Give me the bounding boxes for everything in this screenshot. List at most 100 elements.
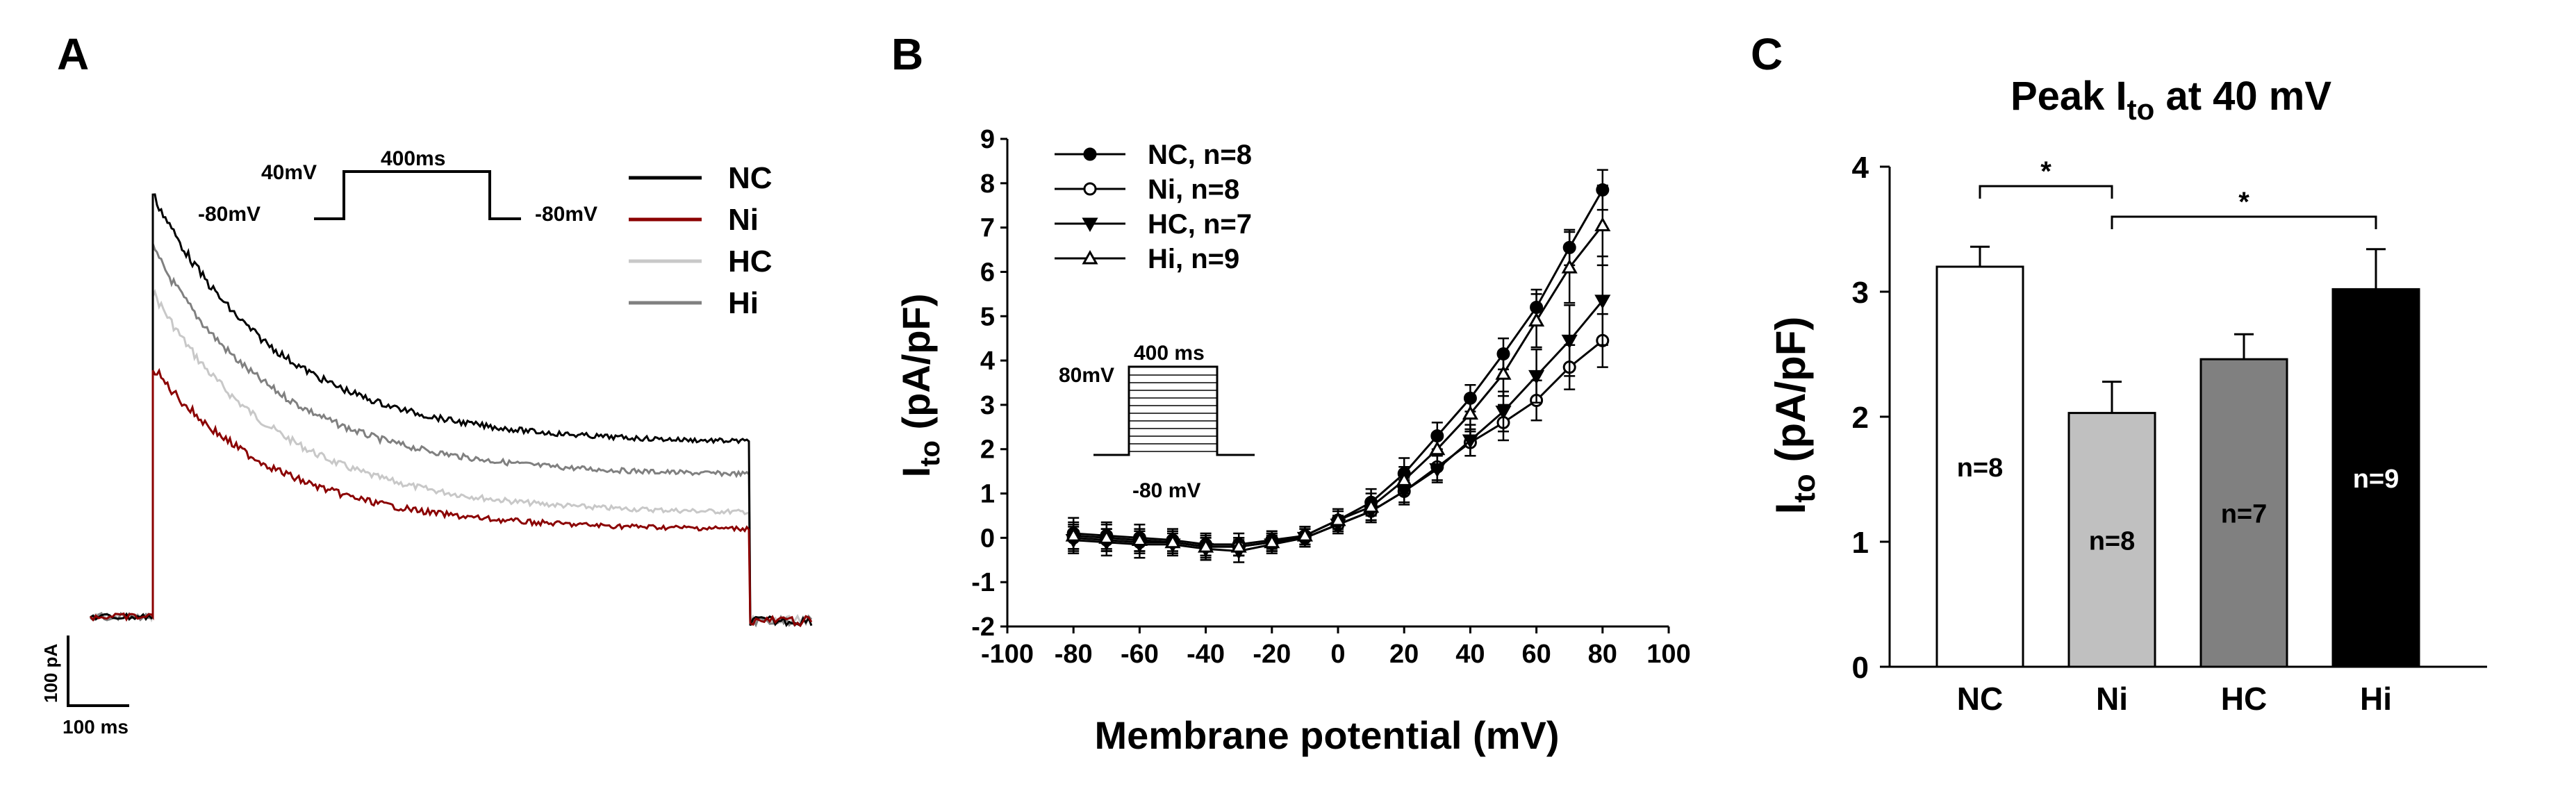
protocol-duration-label: 400ms [381, 147, 445, 170]
iv-point-hi-n-9 [1396, 472, 1412, 486]
iv-legend-marker-hi-n-9 [1082, 249, 1098, 265]
trace-nc [90, 193, 813, 628]
panel-a-traces: 40mV 400ms -80mV -80mV NC Ni HC Hi 100 pA 1… [40, 147, 813, 738]
iv-x-tick-label: 60 [1521, 640, 1551, 669]
significance-brackets: ** [1979, 156, 2377, 229]
bar-n-label-hi: n=9 [2353, 465, 2400, 494]
iv-legend-label-ni-n-8: Ni, n=8 [1148, 174, 1239, 205]
scale-bar-y-label: 100 pA [40, 644, 61, 703]
iv-series-hi-n-9 [1065, 184, 1611, 559]
iv-x-tick-label: -40 [1187, 640, 1225, 669]
iv-y-tick-label: 4 [980, 347, 995, 376]
iv-point-hi-n-9 [1264, 533, 1280, 549]
bar-nc [1935, 265, 2024, 668]
bar-category-label-hc: HC [2221, 681, 2267, 717]
bar-y-tick-label: 2 [1852, 401, 1869, 435]
bar-n-label-ni: n=8 [2089, 526, 2136, 556]
panel-label-c: C [1751, 29, 1783, 79]
iv-point-hi-n-9 [1131, 531, 1148, 547]
bar-n-label-nc: n=8 [1957, 454, 2004, 483]
inset-waveform [1093, 365, 1255, 456]
bar-category-label-nc: NC [1957, 681, 2003, 717]
bar-ni [2067, 412, 2156, 668]
iv-x-tick-label: -20 [1253, 640, 1291, 669]
iv-point-hi-n-9 [1462, 405, 1478, 420]
inset-duration-label: 400 ms [1134, 342, 1205, 365]
protocol-step-label: 40mV [261, 161, 317, 184]
iv-point-hi-n-9 [1495, 365, 1512, 380]
iv-point-hc-n-7 [1462, 434, 1478, 449]
iv-point-hc-n-7 [1594, 294, 1611, 309]
iv-y-tick-label: 1 [980, 480, 995, 509]
iv-y-tick-label: 3 [980, 391, 995, 420]
panel-b-iv-curve: -2 -1 0 1 2 3 4 5 6 7 8 9 -100 -80 -60 -40 -20 0 20 40 60 80 1… [894, 125, 1691, 757]
iv-point-hc-n-7 [1495, 405, 1512, 420]
bars: n=8 NC n=8 Ni n=7 HC n=9 Hi [1935, 245, 2420, 717]
bar-group-nc: n=8 NC [1935, 245, 2024, 717]
bar-category-label-hi: Hi [2360, 681, 2392, 717]
bar-n-label-hc: n=7 [2221, 500, 2268, 529]
bar-group-ni: n=8 Ni [2067, 381, 2156, 717]
significance-bracket-nc-ni [1979, 185, 2113, 199]
iv-point-hi-n-9 [1528, 312, 1545, 327]
iv-y-axis-label: Ito (pA/pF) [894, 294, 946, 478]
iv-legend-label-nc-n-8: NC, n=8 [1148, 140, 1252, 170]
scale-bar-lines [67, 636, 129, 707]
bar-group-hc: n=7 HC [2199, 333, 2288, 717]
iv-legend: NC, n=8 Ni, n=8 HC, n=7 Hi, n=9 [1055, 140, 1252, 274]
iv-point-hi-n-9 [1594, 217, 1611, 231]
iv-x-tick-label: -60 [1121, 640, 1159, 669]
legend-label-ni: Ni [728, 203, 759, 237]
bar-category-label-ni: Ni [2096, 681, 2128, 717]
iv-y-tick-label: 0 [980, 524, 995, 553]
bar-group-hi: n=9 Hi [2331, 248, 2420, 717]
significance-star: * [2040, 156, 2051, 187]
iv-point-hi-n-9 [1429, 440, 1446, 456]
iv-y-tick-label: 5 [980, 302, 995, 331]
significance-star: * [2238, 187, 2249, 217]
iv-legend-label-hc-n-7: HC, n=7 [1148, 209, 1252, 240]
iv-point-hi-n-9 [1098, 529, 1115, 544]
bar-hc [2199, 358, 2288, 668]
iv-y-tick-label: 6 [980, 258, 995, 287]
iv-y-tick-label: 7 [980, 214, 995, 243]
iv-y-tick-label: 8 [980, 169, 995, 199]
iv-point-hi-n-9 [1561, 259, 1578, 274]
protocol-waveform [314, 170, 521, 220]
iv-series [1065, 169, 1611, 563]
scale-bar-x-label: 100 ms [63, 716, 129, 738]
panel-label-b: B [891, 29, 923, 79]
iv-point-hc-n-7 [1561, 334, 1578, 349]
voltage-protocol: 40mV 400ms -80mV -80mV [198, 147, 597, 226]
iv-point-hi-n-9 [1230, 538, 1247, 553]
iv-point-hi-n-9 [1330, 511, 1346, 526]
iv-point-hi-n-9 [1198, 538, 1214, 553]
iv-y-tick-label: -1 [971, 568, 995, 597]
iv-x-tick-label: -80 [1055, 640, 1093, 669]
significance-bracket-ni-hi [2111, 215, 2377, 229]
bar-y-tick-label: 1 [1852, 526, 1869, 560]
bar-hi [2331, 288, 2420, 668]
iv-x-tick-label: 20 [1389, 640, 1419, 669]
iv-legend-marker-nc-n-8 [1083, 147, 1097, 161]
iv-point-hi-n-9 [1065, 527, 1082, 542]
bar-y-tick-label: 3 [1852, 276, 1869, 310]
iv-x-tick-label: -100 [981, 640, 1034, 669]
iv-axes: -2 -1 0 1 2 3 4 5 6 7 8 9 -100 -80 -60 -40 -20 0 20 40 60 80 1… [971, 125, 1691, 669]
iv-point-hi-n-9 [1363, 498, 1380, 513]
iv-x-tick-label: 0 [1330, 640, 1345, 669]
iv-x-tick-label: 100 [1646, 640, 1690, 669]
inset-step-label: 80mV [1059, 364, 1114, 387]
iv-y-tick-label: -2 [971, 613, 995, 642]
protocol-hold-label: -80mV [198, 203, 261, 226]
iv-legend-marker-hc-n-7 [1082, 217, 1098, 233]
iv-point-hi-n-9 [1296, 527, 1313, 542]
iv-point-hi-n-9 [1164, 533, 1181, 549]
iv-y-tick-label: 9 [980, 125, 995, 154]
bar-y-tick-label: 0 [1852, 651, 1869, 685]
current-traces [89, 193, 813, 628]
iv-point-hc-n-7 [1528, 369, 1545, 385]
iv-x-tick-label: 40 [1455, 640, 1485, 669]
